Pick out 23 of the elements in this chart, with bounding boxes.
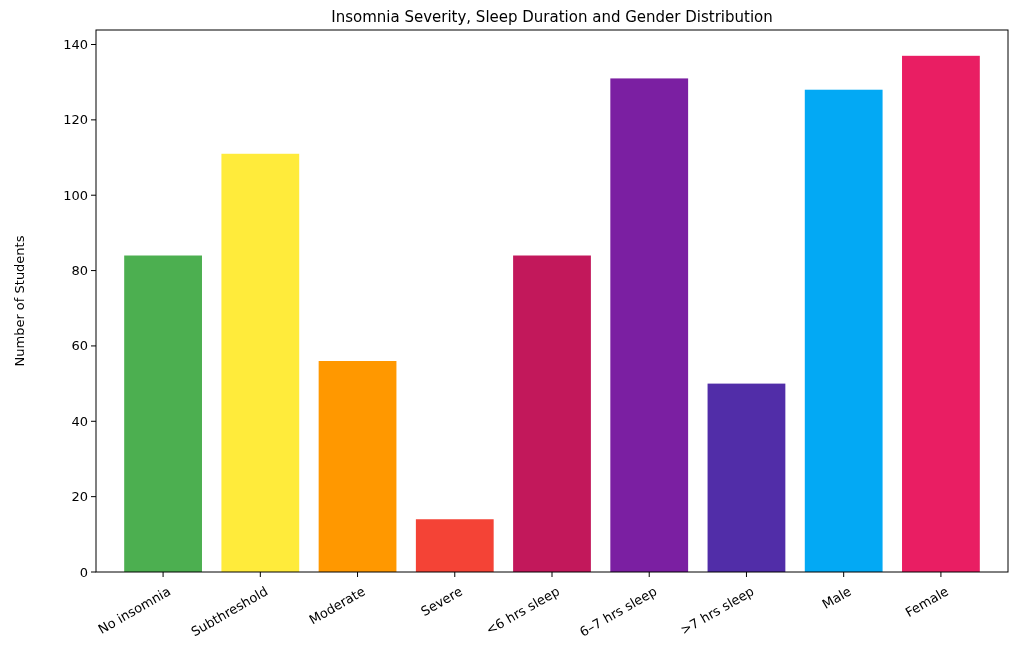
y-tick-label: 140 [63,37,88,53]
bar [513,255,591,572]
x-tick-label: Male [819,583,854,612]
y-tick-label: 60 [71,338,88,354]
y-tick-label: 80 [71,263,88,279]
bar [318,361,397,572]
y-tick-label: 120 [63,112,88,128]
y-tick-label: 20 [71,489,88,505]
y-axis-title: Number of Students [12,235,27,367]
x-tick-label: <6 hrs sleep [483,583,563,638]
chart-title: Insomnia Severity, Sleep Duration and Gender Distribution [331,8,773,26]
bar [804,89,883,572]
bar [707,383,786,572]
y-tick-label: 40 [71,413,88,429]
x-tick-label: >7 hrs sleep [677,583,757,638]
y-tick-label: 0 [79,564,88,580]
x-tick-label: 6–7 hrs sleep [577,583,660,640]
bar [902,55,980,572]
y-tick-label: 100 [63,187,88,203]
bar [415,519,494,572]
bar [610,78,689,572]
bar [221,153,300,572]
bar [124,255,202,572]
